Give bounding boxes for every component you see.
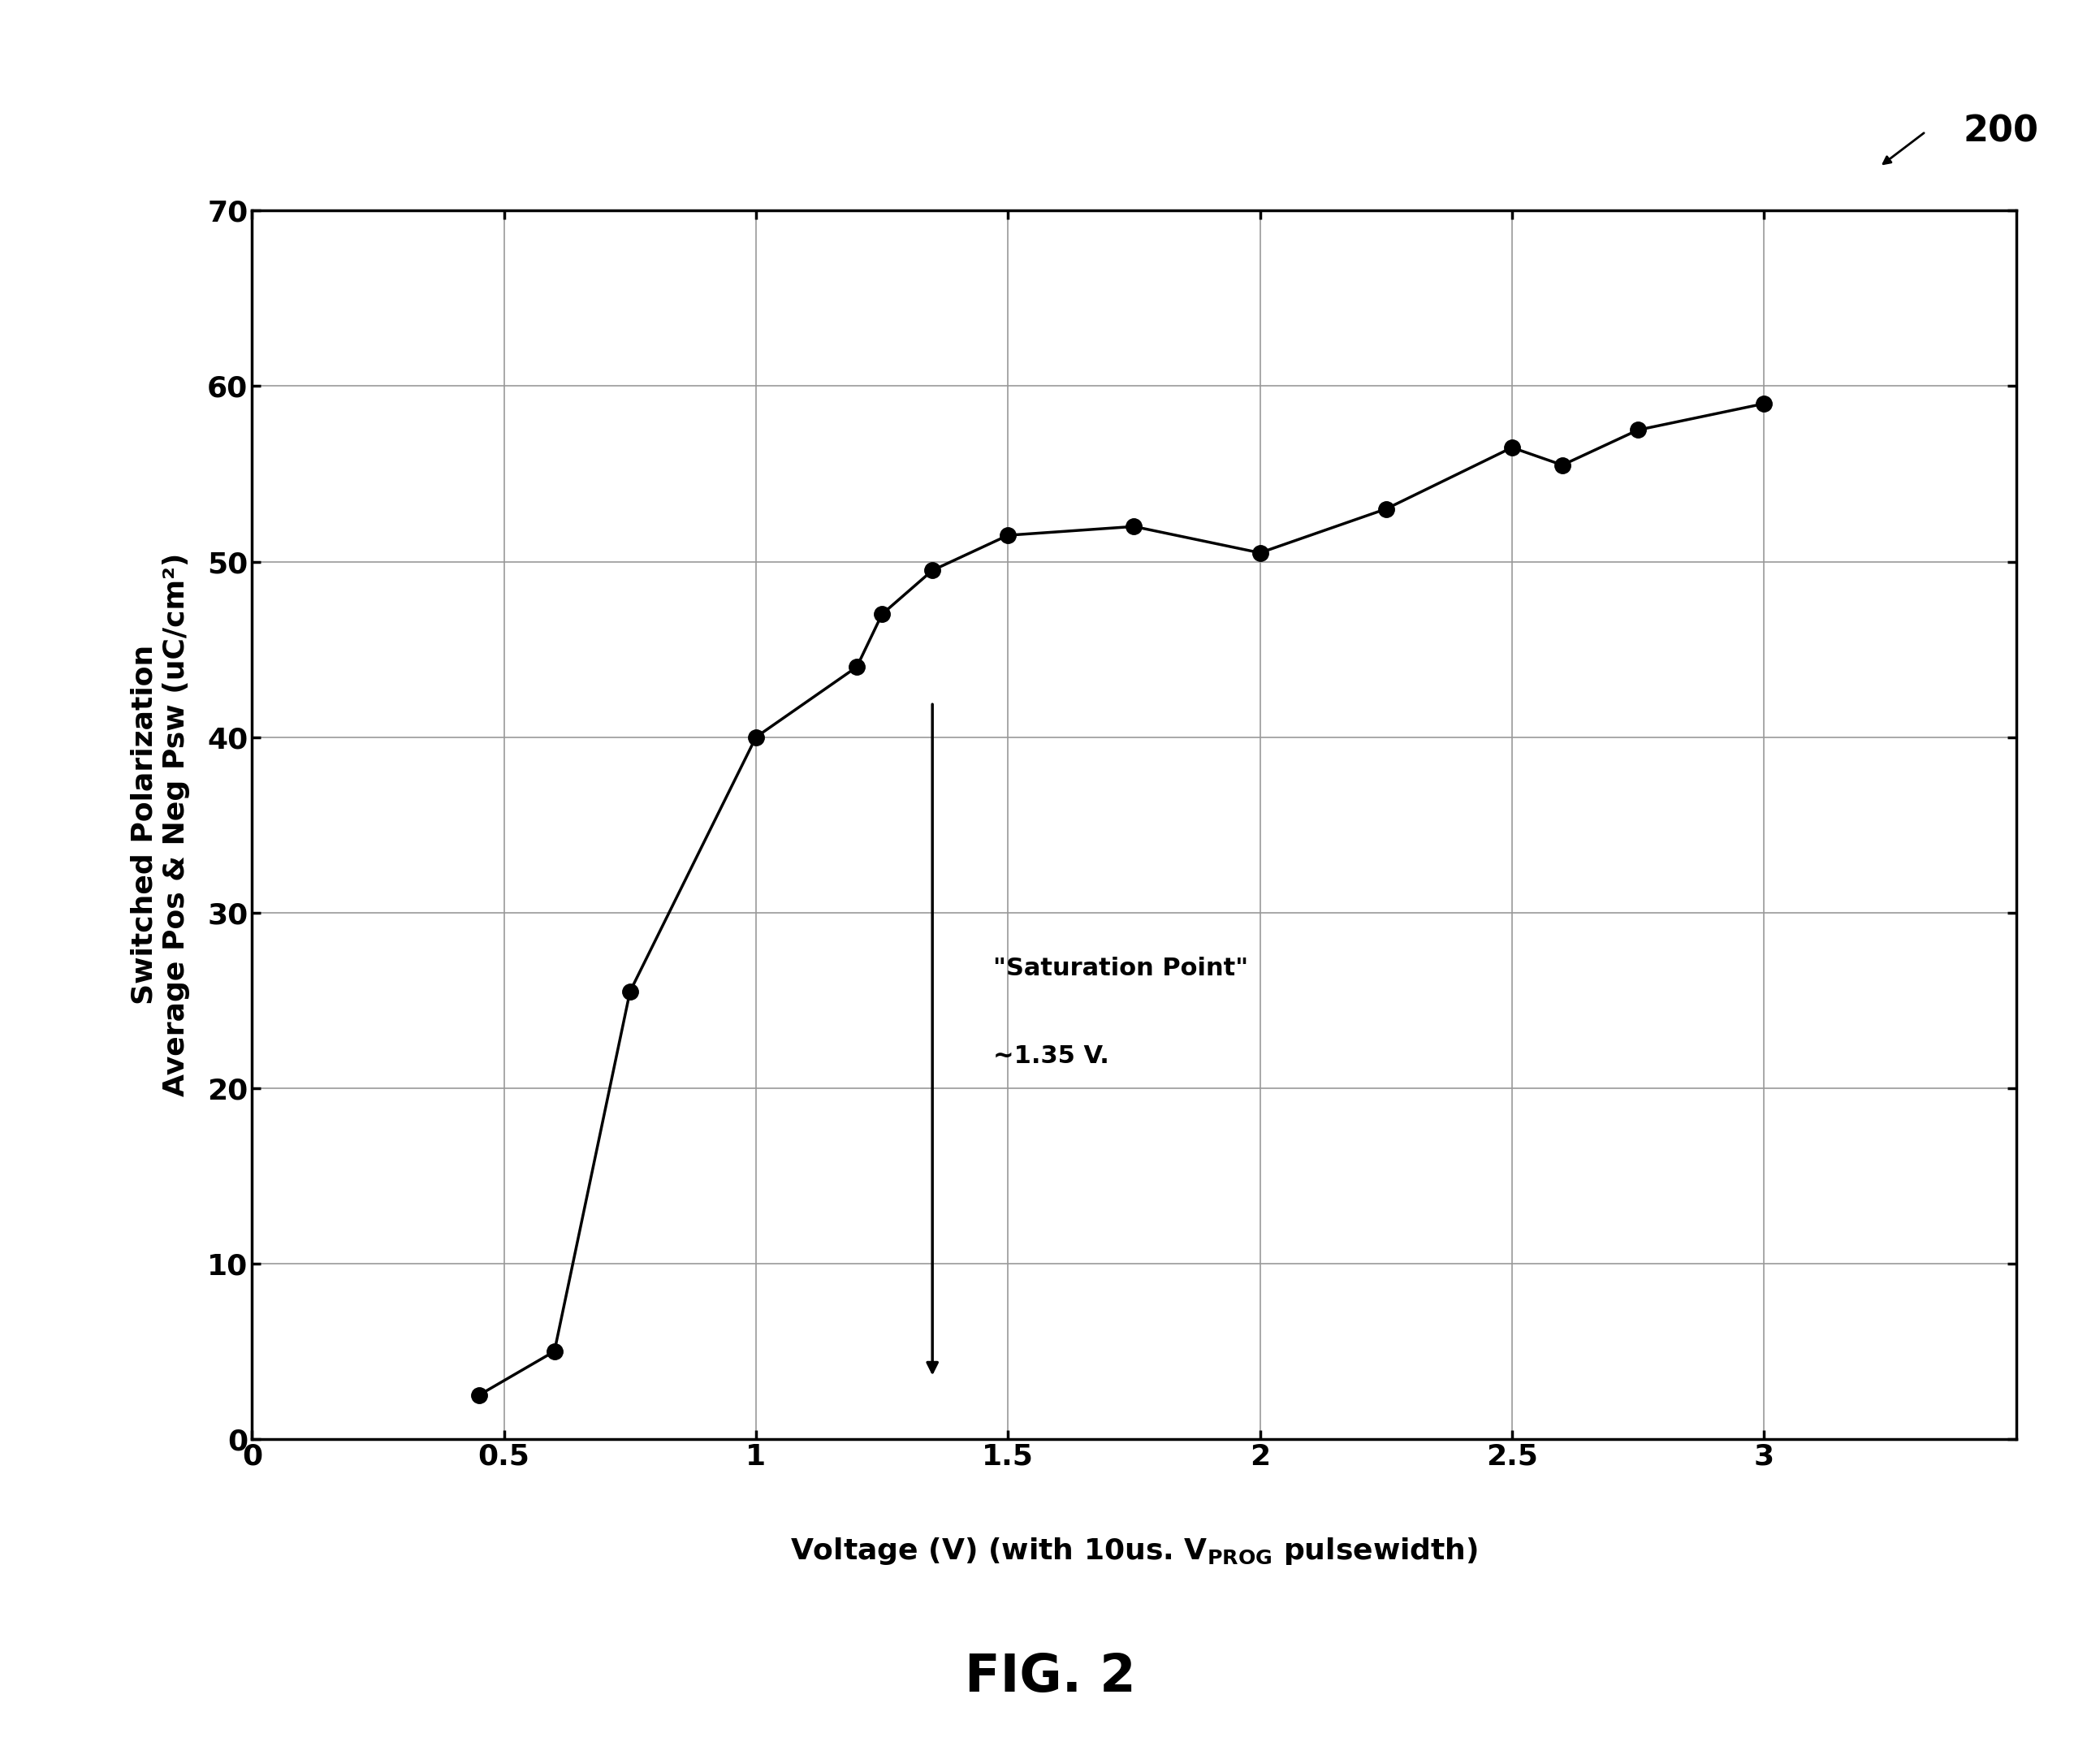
Text: 200: 200 <box>1964 114 2039 149</box>
Text: Voltage (V) (with 10us. V$_{\mathbf{PROG}}$ pulsewidth): Voltage (V) (with 10us. V$_{\mathbf{PROG… <box>790 1536 1478 1567</box>
Text: "Saturation Point": "Saturation Point" <box>993 956 1247 979</box>
Y-axis label: Switched Polarization
Average Pos & Neg Psw (uC/cm²): Switched Polarization Average Pos & Neg … <box>130 553 191 1097</box>
Text: FIG. 2: FIG. 2 <box>964 1651 1136 1702</box>
Text: ~1.35 V.: ~1.35 V. <box>993 1044 1109 1067</box>
